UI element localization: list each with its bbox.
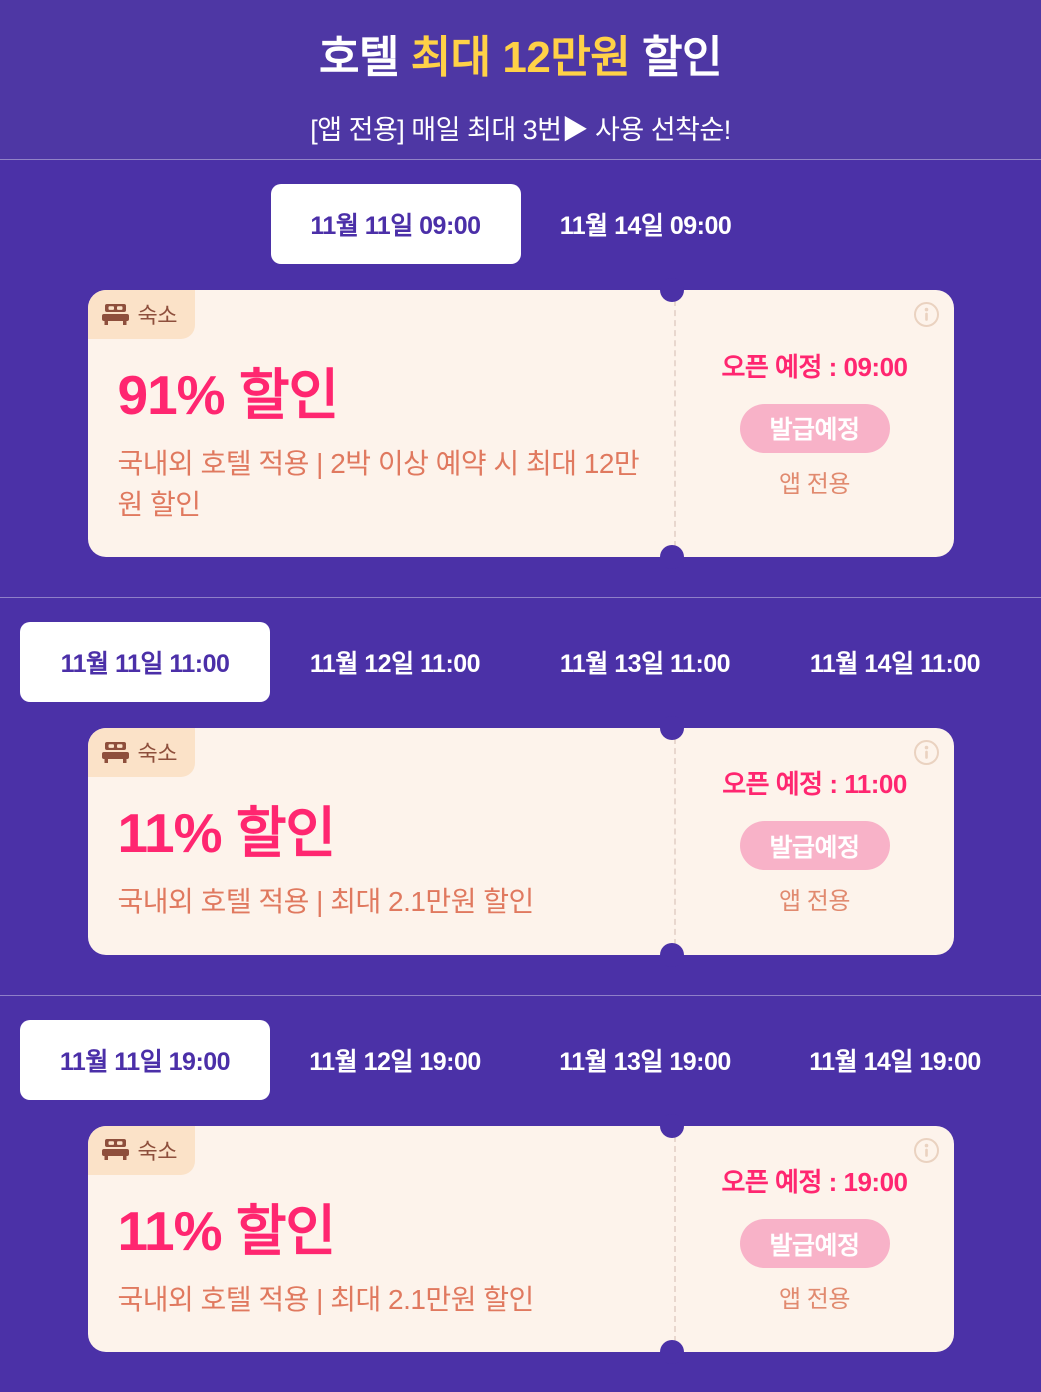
discount-description: 국내외 호텔 적용 | 2박 이상 예약 시 최대 12만원 할인 <box>117 448 640 520</box>
bed-icon <box>101 303 129 325</box>
coupon-action-area: 오픈 예정 : 11:00 발급예정 앱 전용 <box>673 728 954 955</box>
coupon-notch-bottom <box>659 942 684 967</box>
coupon-notch-top <box>659 278 684 302</box>
coupon-section-3: 11월 11일 19:00 11월 12일 19:00 11월 13일 19:00 1… <box>0 996 1041 1392</box>
coupon-notch-top <box>659 1113 684 1138</box>
info-icon[interactable] <box>913 301 940 328</box>
coupon-action-area: 오픈 예정 : 19:00 발급예정 앱 전용 <box>673 1125 954 1353</box>
coupon-section-1: 11월 11일 09:00 11월 14일 09:00 숙소 91% 할인 <box>0 160 1041 599</box>
promo-header: 호텔 최대 12만원 할인 [앱 전용] 매일 최대 3번▶ 사용 선착순! <box>0 0 1041 160</box>
category-badge: 숙소 <box>87 728 195 778</box>
coupon-info: 91% 할인 국내외 호텔 적용 | 2박 이상 예약 시 최대 12만원 할인 <box>88 290 674 557</box>
date-tab[interactable]: 11월 12일 19:00 <box>270 1020 520 1100</box>
coupon-card: 숙소 11% 할인 국내외 호텔 적용 | 최대 2.1만원 할인 오픈 예정 … <box>87 716 954 967</box>
info-icon[interactable] <box>913 739 940 766</box>
open-time-label: 오픈 예정 : 11:00 <box>722 769 907 800</box>
coupon-info: 11% 할인 국내외 호텔 적용 | 최대 2.1만원 할인 <box>88 728 674 955</box>
coupon-card: 숙소 91% 할인 국내외 호텔 적용 | 2박 이상 예약 시 최대 12만원… <box>87 278 954 570</box>
bed-icon <box>101 741 129 763</box>
bed-icon <box>101 1139 129 1161</box>
promo-title-highlight: 최대 12만원 <box>410 32 631 82</box>
category-badge: 숙소 <box>87 1125 195 1175</box>
promo-title-post: 할인 <box>630 32 722 82</box>
coupon-notch-bottom <box>659 545 684 570</box>
info-icon[interactable] <box>913 1137 940 1164</box>
date-tab[interactable]: 11월 14일 19:00 <box>770 1020 1020 1100</box>
coupon-card: 숙소 11% 할인 국내외 호텔 적용 | 최대 2.1만원 할인 오픈 예정 … <box>87 1113 954 1365</box>
coupon-section-2: 11월 11일 11:00 11월 12일 11:00 11월 13일 11:00 1… <box>0 598 1041 996</box>
issue-button[interactable]: 발급예정 <box>739 403 890 453</box>
category-label: 숙소 <box>137 741 178 767</box>
app-only-label: 앱 전용 <box>779 888 850 916</box>
coupon-sections: 11월 11일 09:00 11월 14일 09:00 숙소 91% 할인 <box>0 160 1041 1392</box>
app-only-label: 앱 전용 <box>779 470 850 498</box>
date-tab[interactable]: 11월 11일 19:00 <box>20 1019 270 1100</box>
open-time-label: 오픈 예정 : 19:00 <box>721 1167 908 1198</box>
discount-title: 11% 할인 <box>117 1199 337 1262</box>
discount-title: 11% 할인 <box>117 802 337 865</box>
promo-title-pre: 호텔 <box>319 32 411 82</box>
app-only-label: 앱 전용 <box>779 1286 850 1314</box>
date-tab[interactable]: 11월 14일 09:00 <box>521 184 771 264</box>
category-label: 숙소 <box>137 1138 178 1164</box>
coupon-action-area: 오픈 예정 : 09:00 발급예정 앱 전용 <box>673 290 954 558</box>
date-tab-row: 11월 11일 11:00 11월 12일 11:00 11월 13일 11:00 1… <box>20 622 1021 703</box>
date-tab[interactable]: 11월 13일 11:00 <box>520 622 770 702</box>
discount-description: 국내외 호텔 적용 | 최대 2.1만원 할인 <box>117 886 535 918</box>
date-tab[interactable]: 11월 13일 19:00 <box>520 1020 770 1100</box>
category-badge: 숙소 <box>87 290 195 339</box>
discount-title: 91% 할인 <box>117 364 340 426</box>
open-time-label: 오픈 예정 : 09:00 <box>721 351 908 382</box>
date-tab[interactable]: 11월 12일 11:00 <box>270 622 520 702</box>
category-label: 숙소 <box>137 303 178 328</box>
date-tab-row: 11월 11일 09:00 11월 14일 09:00 <box>20 184 1021 264</box>
date-tab[interactable]: 11월 11일 11:00 <box>20 622 270 703</box>
coupon-notch-top <box>659 716 684 741</box>
date-tab[interactable]: 11월 14일 11:00 <box>770 622 1020 702</box>
coupon-notch-bottom <box>659 1340 684 1365</box>
issue-button[interactable]: 발급예정 <box>739 821 890 871</box>
promo-subtitle: [앱 전용] 매일 최대 3번▶ 사용 선착순! <box>310 114 731 145</box>
date-tab-row: 11월 11일 19:00 11월 12일 19:00 11월 13일 19:00 1… <box>20 1019 1021 1100</box>
issue-button[interactable]: 발급예정 <box>739 1219 890 1269</box>
discount-description: 국내외 호텔 적용 | 최대 2.1만원 할인 <box>117 1283 535 1315</box>
promo-title: 호텔 최대 12만원 할인 <box>319 21 722 85</box>
date-tab[interactable]: 11월 11일 09:00 <box>270 184 521 264</box>
